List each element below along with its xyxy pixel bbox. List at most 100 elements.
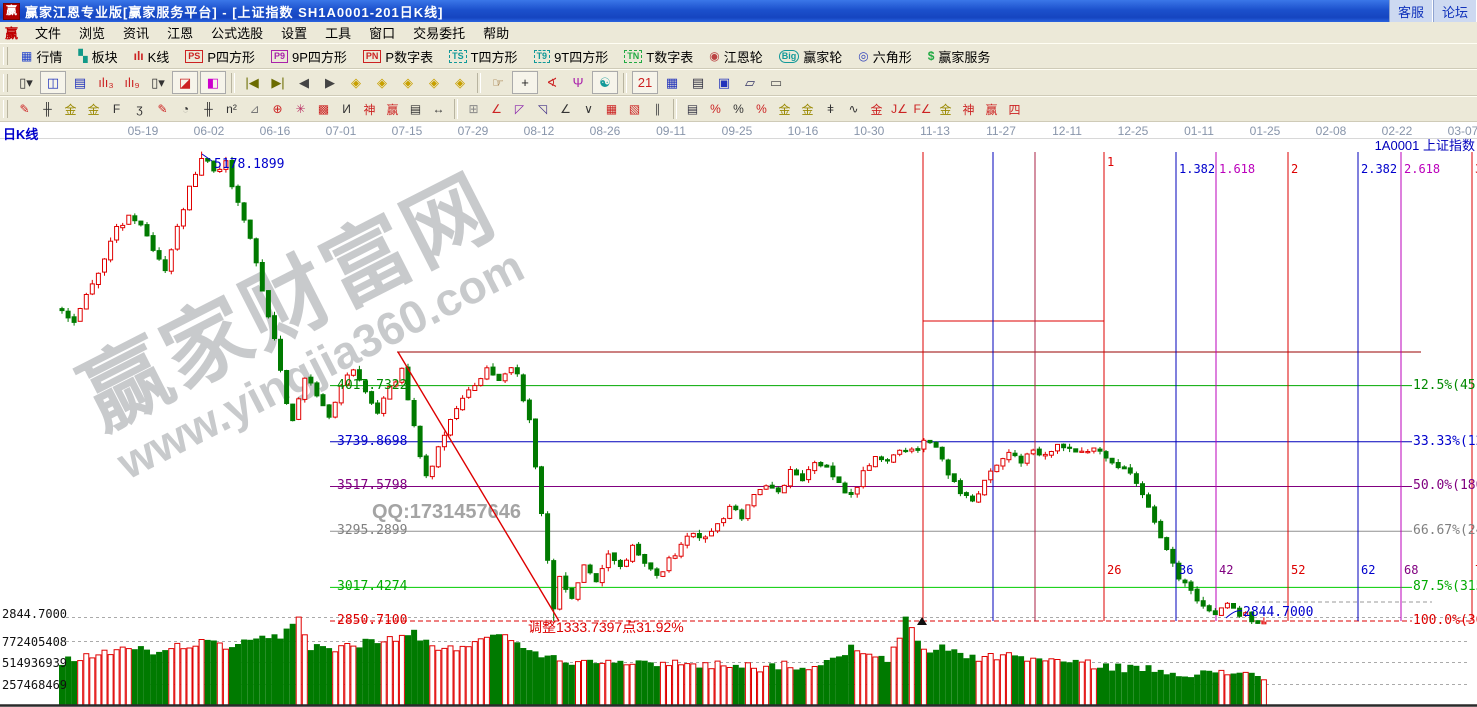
- candle-style-dropdown[interactable]: ▯▾: [19, 74, 33, 90]
- spiral-icon[interactable]: ʒ: [136, 102, 143, 116]
- wave-check-icon[interactable]: ∨: [584, 102, 593, 116]
- web-box-icon[interactable]: ▩: [317, 102, 330, 116]
- wave-box-icon[interactable]: ∿: [848, 102, 859, 116]
- angle-fan-icon[interactable]: ∠: [560, 102, 571, 116]
- target-icon[interactable]: ⊕: [272, 102, 283, 116]
- fan-box-icon[interactable]: ◸: [514, 102, 525, 116]
- menu-item-2[interactable]: 资讯: [123, 26, 150, 41]
- tool-p-table[interactable]: PN P数字表: [362, 47, 433, 66]
- i-beam-icon[interactable]: И: [342, 102, 351, 116]
- percent-strike-icon[interactable]: %: [710, 102, 721, 116]
- drag-hand-icon[interactable]: ☞: [492, 74, 504, 90]
- menu-item-9[interactable]: 帮助: [483, 26, 510, 41]
- list-doc-icon[interactable]: ▤: [686, 102, 699, 116]
- gold-line-icon[interactable]: 金: [801, 102, 814, 117]
- grid-arrow-icon[interactable]: ▧: [628, 102, 641, 116]
- ruler-123-icon[interactable]: ▤: [409, 102, 422, 116]
- bars-9-icon[interactable]: ılı₉: [124, 75, 140, 90]
- fibo-f-icon[interactable]: F: [112, 102, 121, 116]
- smart-analysis-icon[interactable]: ☯: [592, 71, 618, 94]
- shen-angle-icon[interactable]: 神: [962, 102, 975, 117]
- prev-kline-button[interactable]: ◀: [299, 74, 309, 90]
- pencil-tool-icon[interactable]: ✎: [19, 102, 30, 116]
- forum-button[interactable]: 论坛: [1433, 0, 1477, 22]
- tool-quotes[interactable]: ▦ 行情: [21, 47, 62, 66]
- toolbar-grip: [3, 100, 8, 118]
- customer-service-button[interactable]: 客服: [1389, 0, 1433, 22]
- last-kline-button[interactable]: ▶|: [271, 74, 285, 90]
- percent-icon[interactable]: %: [733, 102, 744, 116]
- calculator-icon[interactable]: ▦: [665, 74, 679, 90]
- ruler-lines-icon[interactable]: ╫: [204, 102, 213, 116]
- tool-9t-square[interactable]: T9 9T四方形: [533, 47, 608, 66]
- menu-item-8[interactable]: 交易委托: [413, 26, 466, 41]
- zoom-in-diamond-icon[interactable]: ◈: [377, 74, 387, 90]
- zigzag-tool-icon[interactable]: ◪: [172, 71, 198, 94]
- gold-angle-icon[interactable]: 金: [939, 102, 952, 117]
- gold-ratio2-icon[interactable]: 金: [87, 102, 100, 117]
- volume-profile-icon[interactable]: ◧: [200, 71, 226, 94]
- cycle-clock-icon[interactable]: ◔: [181, 102, 190, 116]
- expand-diamond-icon[interactable]: ◈: [403, 74, 413, 90]
- tool-winner-wheel[interactable]: Big 赢家轮: [778, 47, 842, 66]
- menu-item-3[interactable]: 江恩: [167, 26, 194, 41]
- sail-icon[interactable]: ⊿: [249, 102, 260, 116]
- star-web-icon[interactable]: ✳: [295, 102, 306, 116]
- parallel-lines-icon[interactable]: ∥: [654, 102, 661, 116]
- menu-item-5[interactable]: 设置: [281, 26, 308, 41]
- menu-item-0[interactable]: 文件: [35, 26, 62, 41]
- notes-icon[interactable]: ▤: [691, 74, 705, 90]
- ying-angle-icon[interactable]: 赢: [985, 102, 998, 117]
- menu-item-6[interactable]: 工具: [325, 26, 352, 41]
- menu-item-7[interactable]: 窗口: [369, 26, 396, 41]
- gold-ratio-icon[interactable]: 金: [64, 102, 77, 117]
- flag-pencil-icon[interactable]: ǂ: [826, 102, 834, 116]
- shrink-diamond-icon[interactable]: ◈: [429, 74, 439, 90]
- trade-truck-icon[interactable]: ▭: [769, 74, 783, 90]
- next-kline-button[interactable]: ▶: [325, 74, 335, 90]
- hexagon-label: 六角形: [872, 49, 912, 65]
- gold-box-icon[interactable]: 金: [870, 102, 883, 117]
- red-grid-icon[interactable]: ▦: [605, 102, 618, 116]
- tool-sectors[interactable]: ▚ 板块: [78, 47, 117, 66]
- marker-pencil-icon[interactable]: ✎: [157, 102, 168, 116]
- n-square-icon[interactable]: n²: [226, 102, 237, 116]
- tool-t-table[interactable]: TN T数字表: [624, 47, 693, 66]
- first-kline-button[interactable]: |◀: [245, 74, 259, 90]
- tool-gann-wheel[interactable]: ◉ 江恩轮: [709, 47, 763, 66]
- width-measure-icon[interactable]: ↔: [432, 102, 445, 116]
- bars-3-icon[interactable]: ılı₃: [98, 75, 114, 90]
- gold-circle-icon[interactable]: 金: [778, 102, 791, 117]
- candle-period-dropdown[interactable]: ▯▾: [151, 74, 165, 90]
- crosshair-icon[interactable]: +: [512, 71, 538, 94]
- j-angle-icon[interactable]: J∠: [891, 102, 908, 116]
- shen-tool-icon[interactable]: 神: [363, 102, 376, 117]
- tool-t-square[interactable]: TS T四方形: [449, 47, 518, 66]
- tool-kline[interactable]: ılı K线: [134, 47, 170, 66]
- menu-item-4[interactable]: 公式选股: [211, 26, 264, 41]
- tool-hexagon[interactable]: ◎ 六角形: [858, 47, 912, 66]
- export-web-icon[interactable]: ▱: [745, 74, 755, 90]
- menu-item-1[interactable]: 浏览: [79, 26, 106, 41]
- tool-9p-square[interactable]: P9 9P四方形: [270, 47, 347, 66]
- trend-overlay-icon[interactable]: ◫: [40, 71, 66, 94]
- zoom-out-diamond-icon[interactable]: ◈: [351, 74, 361, 90]
- gann-shape-icon[interactable]: Ψ: [572, 75, 584, 90]
- box-corner-icon[interactable]: ⊞: [468, 102, 479, 116]
- angle-measure-icon[interactable]: ∢: [546, 74, 558, 90]
- calendar-icon[interactable]: 21: [632, 71, 658, 94]
- ying-tool-icon[interactable]: 赢: [386, 102, 399, 117]
- fan-box2-icon[interactable]: ◹: [537, 102, 548, 116]
- f-angle-icon[interactable]: F∠: [913, 102, 932, 116]
- info-card-icon[interactable]: ▤: [73, 74, 87, 90]
- tool-p-square[interactable]: PS P四方形: [185, 47, 255, 66]
- percent-line-icon[interactable]: %: [756, 102, 767, 116]
- gann-fan-icon[interactable]: ∠: [491, 102, 502, 116]
- pan-diamond-icon[interactable]: ◈: [455, 74, 465, 90]
- tool-winner-service[interactable]: $ 赢家服务: [928, 47, 991, 66]
- grid-lines-icon[interactable]: ╫: [43, 102, 52, 116]
- si-angle-icon[interactable]: 四: [1008, 102, 1021, 117]
- save-icon[interactable]: ▣: [717, 74, 731, 90]
